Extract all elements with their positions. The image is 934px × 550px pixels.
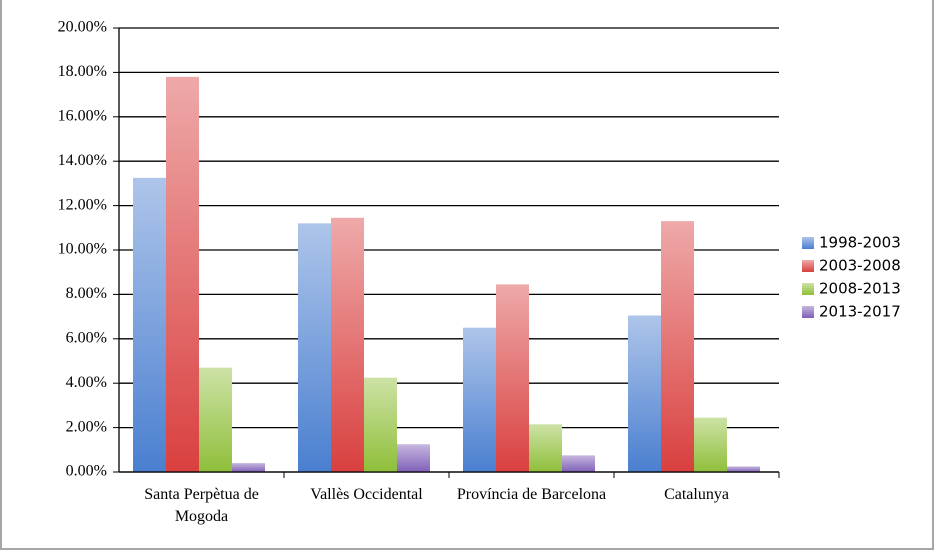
legend-label: 1998-2003 xyxy=(819,234,901,252)
y-tick-label: 2.00% xyxy=(66,418,107,435)
y-tick-label: 6.00% xyxy=(66,329,107,346)
legend-swatch xyxy=(802,283,814,295)
legend-label: 2008-2013 xyxy=(819,280,901,298)
y-tick-label: 14.00% xyxy=(58,152,107,169)
bar xyxy=(661,221,694,472)
bar xyxy=(727,466,760,472)
bar xyxy=(199,367,232,472)
bar xyxy=(628,315,661,472)
x-tick-label: Santa Perpètua de Mogoda xyxy=(144,486,259,525)
x-tick-label: Província de Barcelona xyxy=(456,486,607,503)
y-tick-label: 16.00% xyxy=(58,107,107,124)
legend-swatch xyxy=(802,237,814,249)
x-tick-label: Vallès Occidental xyxy=(310,486,423,503)
legend-label: 2003-2008 xyxy=(819,257,901,275)
legend-swatch xyxy=(802,260,814,272)
bar xyxy=(463,327,496,472)
y-tick-label: 20.00% xyxy=(58,19,107,36)
bar xyxy=(694,417,727,472)
bar xyxy=(562,455,595,472)
bar xyxy=(232,463,265,472)
legend-swatch xyxy=(802,306,814,318)
legend-label: 2013-2017 xyxy=(819,303,901,321)
y-tick-label: 12.00% xyxy=(58,196,107,213)
bar xyxy=(298,223,331,472)
bar xyxy=(529,424,562,472)
bar xyxy=(364,377,397,472)
bar xyxy=(496,284,529,472)
bar xyxy=(397,444,430,472)
y-tick-label: 18.00% xyxy=(58,63,107,80)
y-tick-label: 4.00% xyxy=(66,374,107,391)
bar xyxy=(331,217,364,472)
y-tick-label: 8.00% xyxy=(66,285,107,302)
y-tick-label: 0.00% xyxy=(66,463,107,480)
x-tick-label: Catalunya xyxy=(664,486,729,503)
bar xyxy=(133,177,166,472)
y-tick-label: 10.00% xyxy=(58,241,107,258)
bar xyxy=(166,76,199,472)
